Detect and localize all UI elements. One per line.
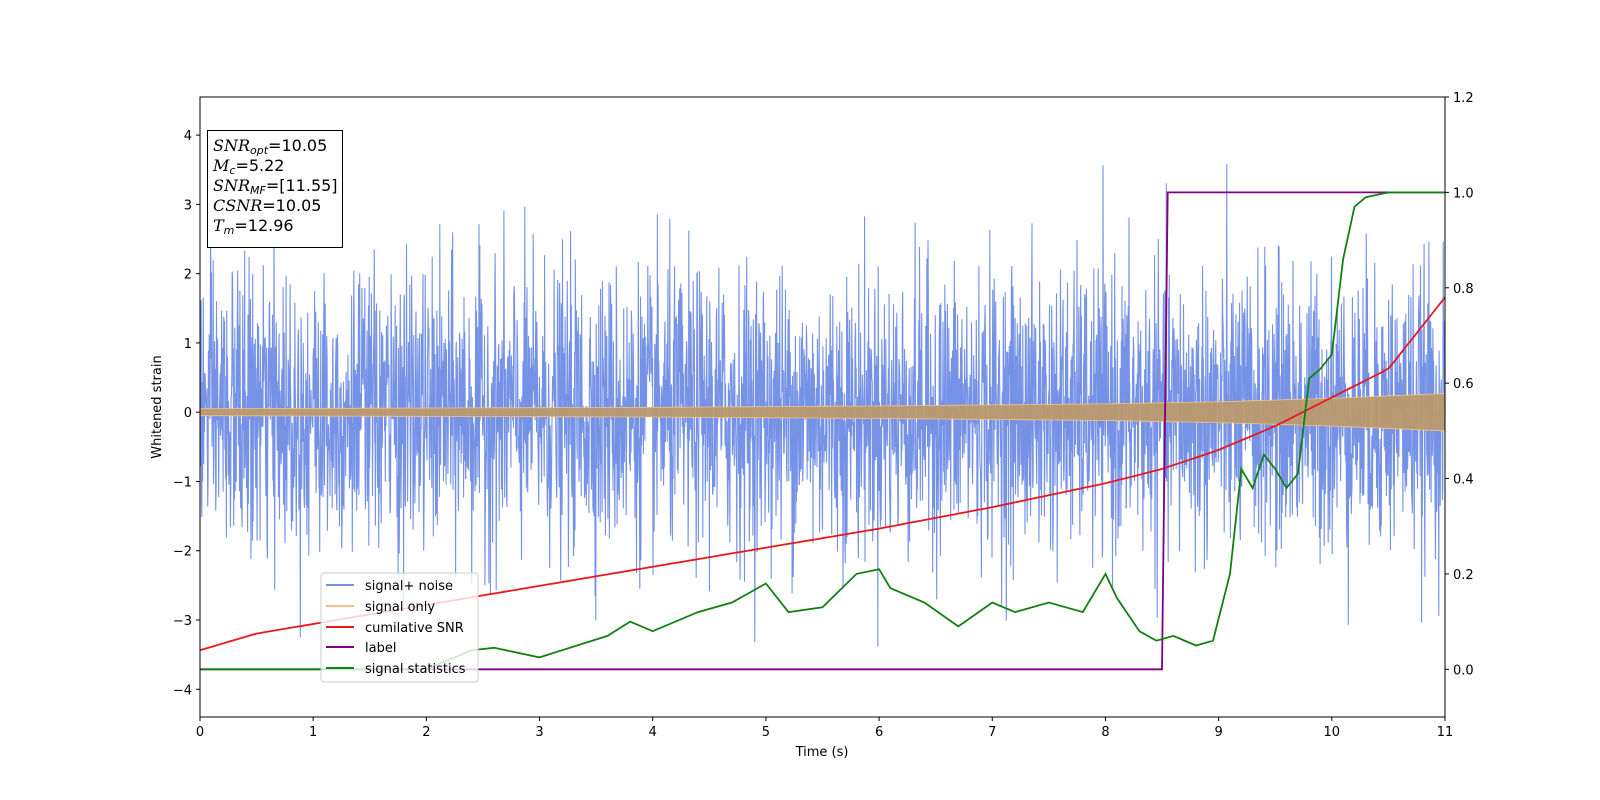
legend-label-cumulative-snr: cumilative SNR xyxy=(365,621,464,636)
y-right-tick-label: 0.0 xyxy=(1453,663,1474,678)
y-left-tick-label: −4 xyxy=(173,683,192,698)
signal-only-band xyxy=(200,393,1445,432)
legend-label-signal-noise: signal+ noise xyxy=(365,579,453,594)
y-left-tick-label: −3 xyxy=(173,614,192,629)
x-tick-label: 6 xyxy=(875,725,883,740)
x-tick-label: 2 xyxy=(422,725,430,740)
signal-noise-series xyxy=(200,163,1445,647)
signal-noise-line xyxy=(200,163,1445,647)
y-right-tick-label: 1.0 xyxy=(1453,186,1474,201)
y-right-tick-label: 0.8 xyxy=(1453,282,1474,297)
x-tick-label: 9 xyxy=(1214,725,1222,740)
x-tick-label: 11 xyxy=(1437,725,1454,740)
x-tick-label: 1 xyxy=(309,725,317,740)
axis-ticks: 0 1 2 3 4 5 6 7 8 9 10 11 −4 −3 −2 −1 0 1 2 3 4 0.0 0.2 0.4 0.6 0… xyxy=(173,91,1474,740)
y-right-tick-label: 0.2 xyxy=(1453,568,1474,583)
x-tick-label: 10 xyxy=(1324,725,1341,740)
x-tick-label: 3 xyxy=(535,725,543,740)
y-left-tick-label: 0 xyxy=(184,406,192,421)
y-left-tick-label: −1 xyxy=(173,475,192,490)
y-left-tick-label: 2 xyxy=(184,268,192,283)
x-tick-label: 8 xyxy=(1101,725,1109,740)
x-tick-label: 4 xyxy=(649,725,657,740)
x-tick-label: 0 xyxy=(196,725,204,740)
signal-only-series xyxy=(200,393,1445,432)
y-left-tick-label: −2 xyxy=(173,545,192,560)
x-tick-label: 5 xyxy=(762,725,770,740)
snr-opt-line: SNRopt=10.05 xyxy=(213,136,328,157)
y-right-tick-label: 0.4 xyxy=(1453,473,1474,488)
label-line xyxy=(200,191,1445,671)
x-axis-label: Time (s) xyxy=(795,745,849,760)
legend: signal+ noise signal only cumilative SNR… xyxy=(320,572,479,683)
snr-mf-line: SNRMF=[11.55] xyxy=(213,176,338,197)
y-left-tick-label: 4 xyxy=(184,129,192,144)
legend-label-signal-statistics: signal statistics xyxy=(365,662,466,677)
y-right-tick-label: 1.2 xyxy=(1453,91,1474,106)
y-right-tick-label: 0.6 xyxy=(1453,377,1474,392)
legend-label-label: label xyxy=(365,641,396,656)
plot-frame xyxy=(199,96,1446,718)
signal-statistics-line xyxy=(200,191,1445,671)
legend-label-signal-only: signal only xyxy=(365,600,435,615)
legend-frame xyxy=(320,572,479,683)
csnr-line: CSNR=10.05 xyxy=(213,196,322,215)
snr-info-box: SNRopt=10.05 Mc=5.22 SNRMF=[11.55] CSNR=… xyxy=(207,130,343,248)
y-axis-label: Whitened strain xyxy=(150,355,165,458)
tm-line: Tm=12.96 xyxy=(213,216,294,237)
y-left-tick-label: 1 xyxy=(184,337,192,352)
mc-line: Mc=5.22 xyxy=(213,156,285,177)
x-tick-label: 7 xyxy=(988,725,996,740)
y-left-tick-label: 3 xyxy=(184,198,192,213)
